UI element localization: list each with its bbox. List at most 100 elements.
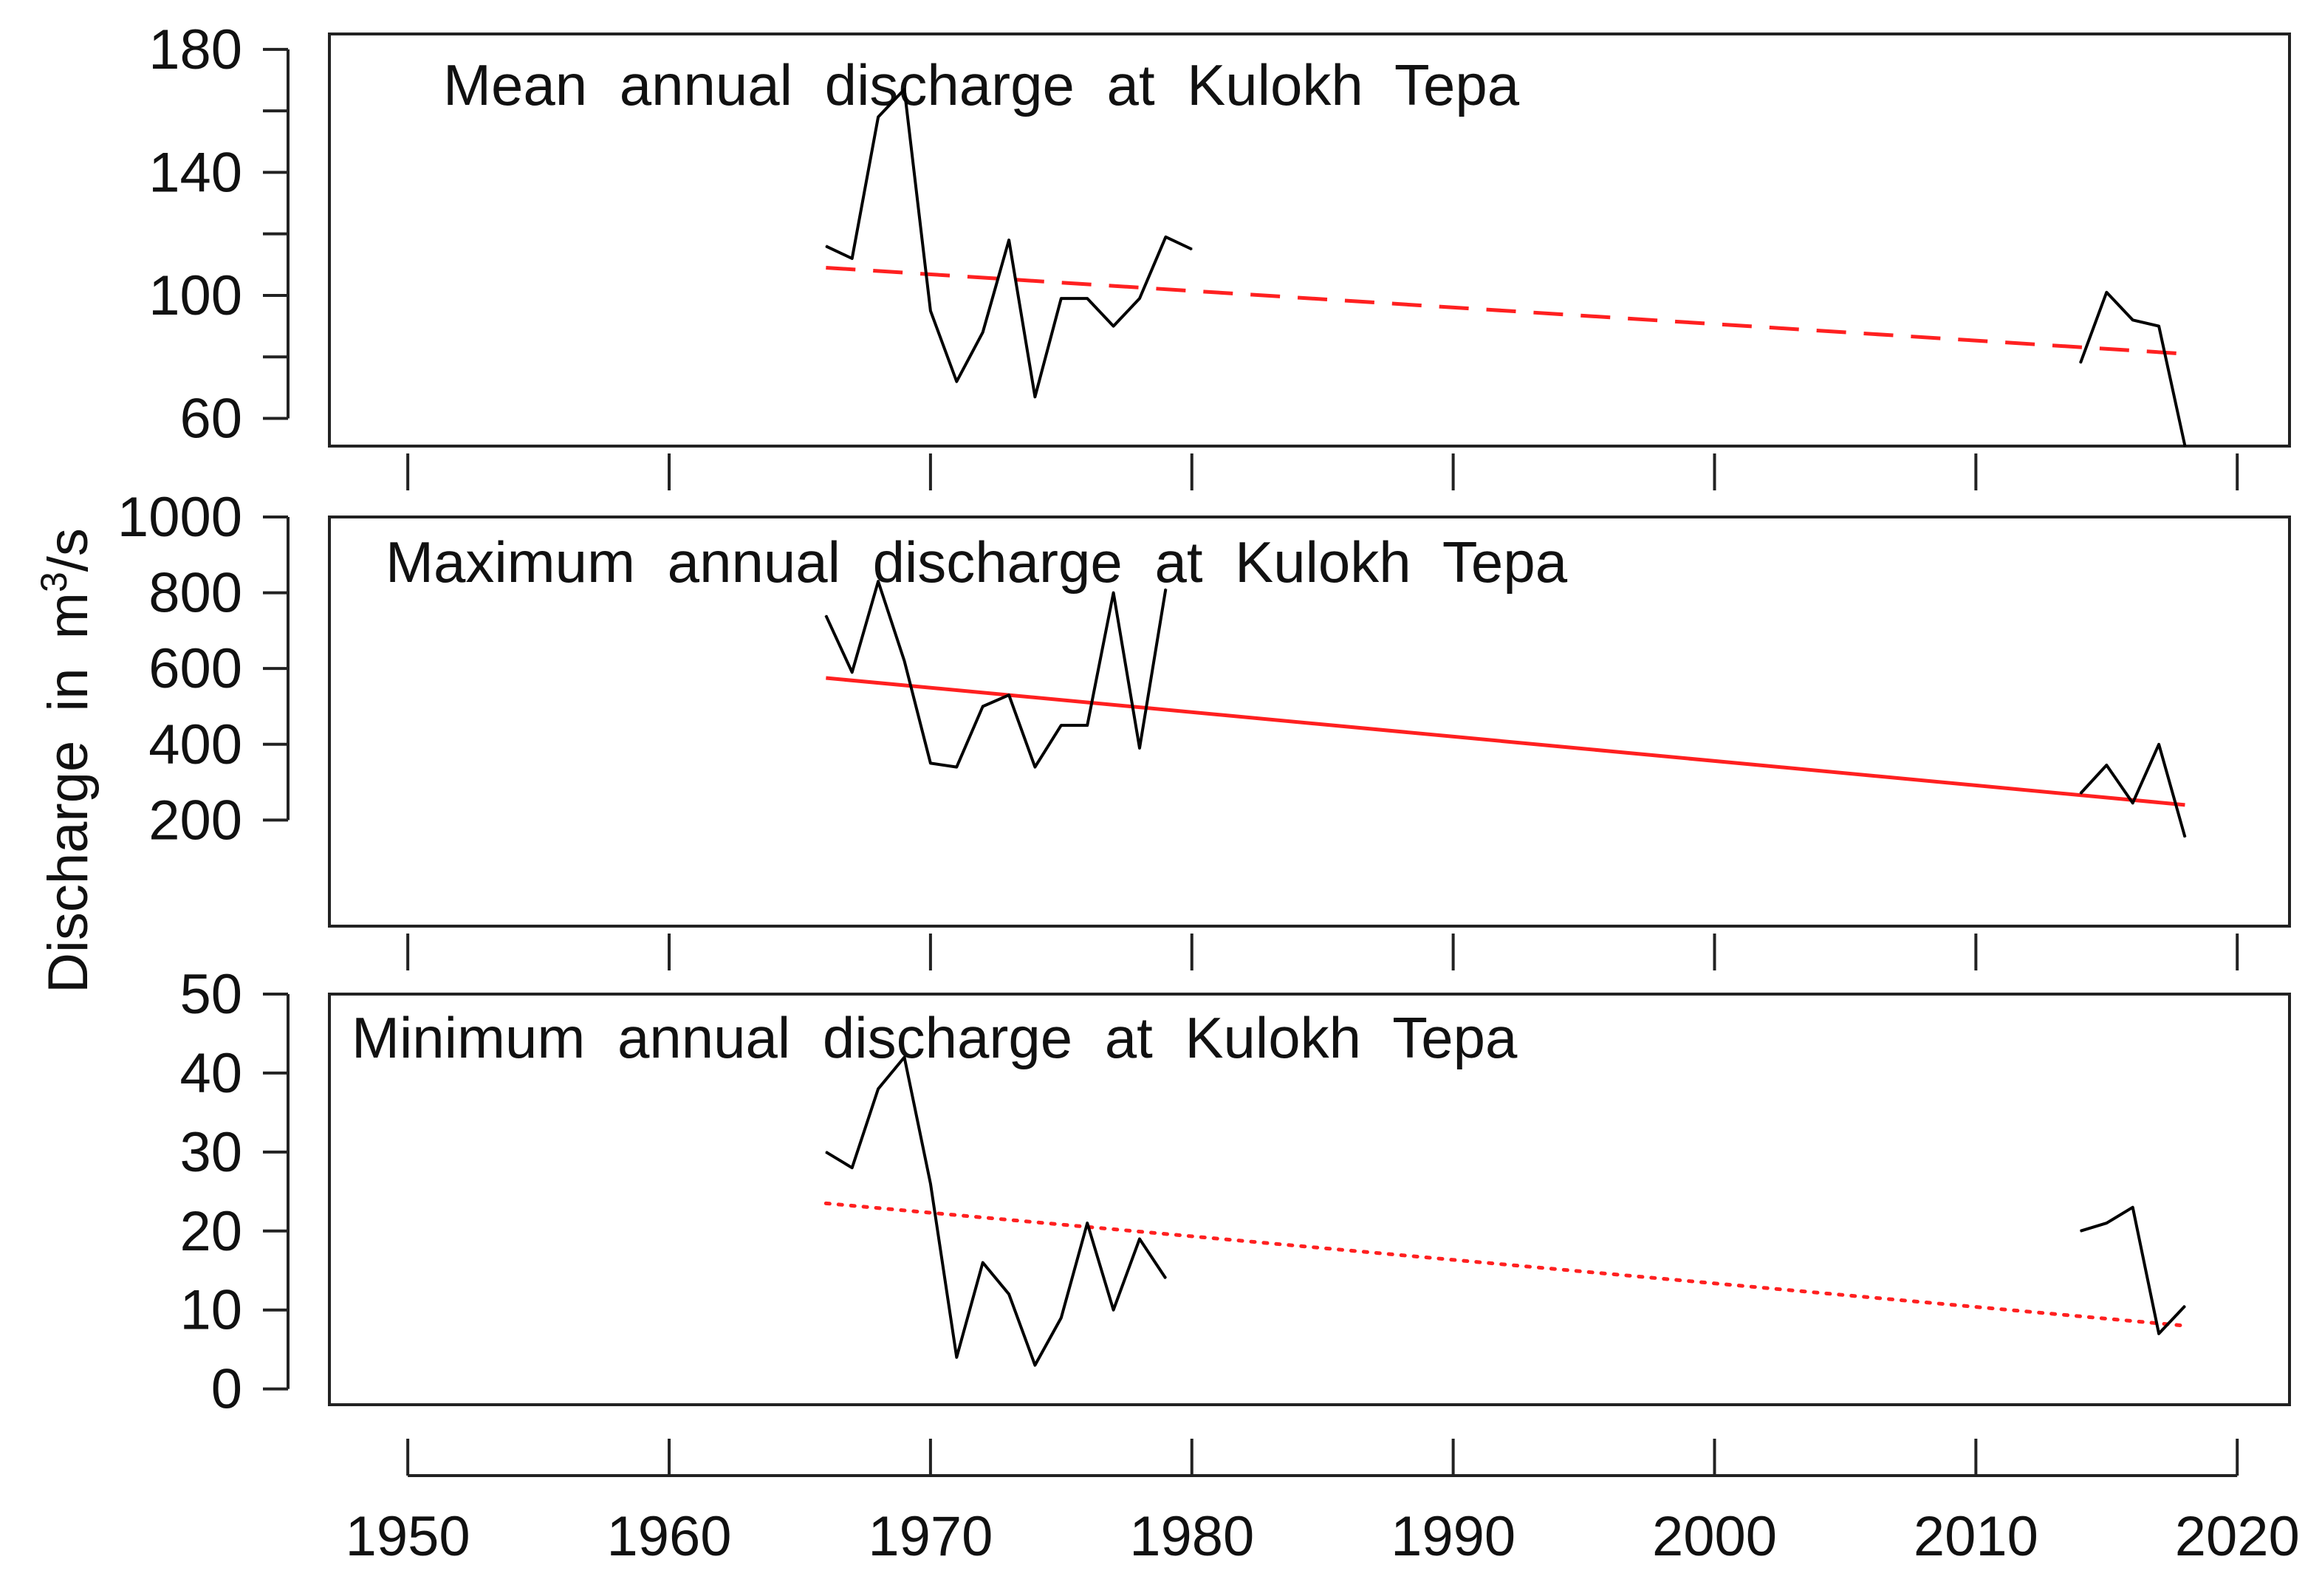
data-point [982, 332, 984, 333]
x-tick-label: 2000 [1652, 1505, 1777, 1568]
data-point [903, 89, 905, 90]
y-tick-label: 200 [148, 789, 242, 852]
y-tick-label: 140 [148, 141, 242, 204]
data-point [825, 245, 827, 247]
trend-line [826, 265, 2185, 356]
y-tick-label: 1000 [117, 486, 242, 549]
y-tick-label: 30 [179, 1121, 242, 1184]
y-tick-label: 60 [179, 388, 242, 451]
y-tick-label: 40 [179, 1042, 242, 1105]
data-point [2080, 1230, 2081, 1232]
data-point [2131, 319, 2134, 321]
data-point [1165, 588, 1167, 590]
x-tick-label: 1990 [1391, 1505, 1516, 1568]
data-point [1165, 1278, 1167, 1279]
data-point [851, 671, 853, 674]
x-tick-label: 1960 [606, 1505, 731, 1568]
data-point [956, 380, 958, 383]
data-point [1008, 1293, 1010, 1295]
data-point [930, 762, 931, 764]
data-point [1139, 1238, 1140, 1240]
data-point [825, 1151, 827, 1153]
y-tick-label: 10 [179, 1279, 242, 1342]
data-point [2080, 792, 2081, 795]
panel-title: Maximum annual discharge at Kulokh Tepa [386, 530, 1568, 595]
panel-2: 200 400 600 800 1000 Maximum annual discharge… [117, 486, 2291, 928]
y-tick-label: 0 [211, 1358, 242, 1421]
y-tick-label: 20 [179, 1200, 242, 1263]
y-axis-label-text: Discharge in [37, 668, 100, 993]
y-axis-label: Discharge in m3/s [33, 528, 100, 993]
panel-frame [328, 516, 2291, 928]
y-tick-label: 800 [148, 562, 242, 625]
x-axis: 1950 1960 1970 1980 1990 2000 2010 2020 [346, 453, 2300, 1568]
data-point [1086, 298, 1089, 299]
y-axis-label-unit: m [37, 592, 100, 639]
y-axis-label-unit-exponent: 3 [33, 572, 75, 592]
panel-1: 60 100 140 180 Mean annual discharge at Kulo… [148, 18, 2291, 451]
data-point [1139, 747, 1140, 749]
data-point [2184, 836, 2186, 838]
data-point [956, 1357, 958, 1358]
data-point [1112, 592, 1114, 594]
data-point [825, 614, 827, 617]
data-point [1061, 1317, 1062, 1319]
y-tick-label: 400 [148, 713, 242, 776]
data-point [2184, 445, 2186, 447]
data-point [1008, 239, 1010, 241]
data-point [2158, 325, 2160, 327]
data-point [1034, 766, 1036, 768]
data-point [2184, 1305, 2186, 1307]
data-point [1086, 725, 1089, 726]
series-line [2079, 742, 2187, 838]
series-line [2080, 1205, 2186, 1335]
x-tick-label: 1950 [346, 1505, 470, 1568]
data-point [1034, 1364, 1036, 1366]
data-point [1112, 1309, 1114, 1311]
data-point [877, 1088, 879, 1090]
series-line [824, 580, 1168, 769]
data-point [903, 660, 905, 662]
panel-3: 0 10 20 30 40 50 Minimum annual discharge at K… [179, 963, 2291, 1421]
data-point [2106, 1222, 2108, 1224]
panel-frame [328, 993, 2291, 1406]
data-point [877, 116, 879, 118]
data-point [877, 580, 879, 583]
y-tick-label: 600 [148, 637, 242, 700]
panel-title: Minimum annual discharge at Kulokh Tepa [352, 1005, 1518, 1070]
data-point [2131, 1206, 2134, 1208]
data-point [903, 1056, 905, 1058]
data-point [1165, 236, 1167, 238]
y-tick-label: 180 [148, 18, 242, 81]
y-axis-label-unit-suffix: /s [37, 528, 100, 572]
series-line [2079, 290, 2187, 447]
panel-frame [328, 32, 2291, 448]
trend-line [823, 1201, 2187, 1328]
y-tick-label: 50 [179, 963, 242, 1026]
data-point [1191, 248, 1193, 250]
data-point [1112, 325, 1114, 327]
x-tick-label: 2020 [2175, 1505, 2300, 1568]
x-tick-label: 1980 [1129, 1505, 1254, 1568]
panel-title: Mean annual discharge at Kulokh Tepa [443, 52, 1520, 117]
data-point [1034, 396, 1036, 398]
series-line [825, 1055, 1168, 1367]
trend-line [826, 676, 2185, 807]
data-point [851, 258, 853, 259]
data-point [956, 766, 958, 768]
y-tick-label: 100 [148, 264, 242, 327]
x-tick-label: 1970 [868, 1505, 993, 1568]
series-line [825, 88, 1193, 399]
data-point [2080, 362, 2081, 364]
data-point [982, 705, 984, 708]
data-point [2106, 764, 2108, 766]
data-point [1139, 298, 1140, 299]
data-point [2131, 802, 2134, 804]
data-point [930, 1182, 931, 1185]
data-point [1008, 694, 1010, 696]
data-point [2106, 291, 2108, 293]
data-point [982, 1261, 984, 1264]
data-point [2158, 743, 2160, 745]
